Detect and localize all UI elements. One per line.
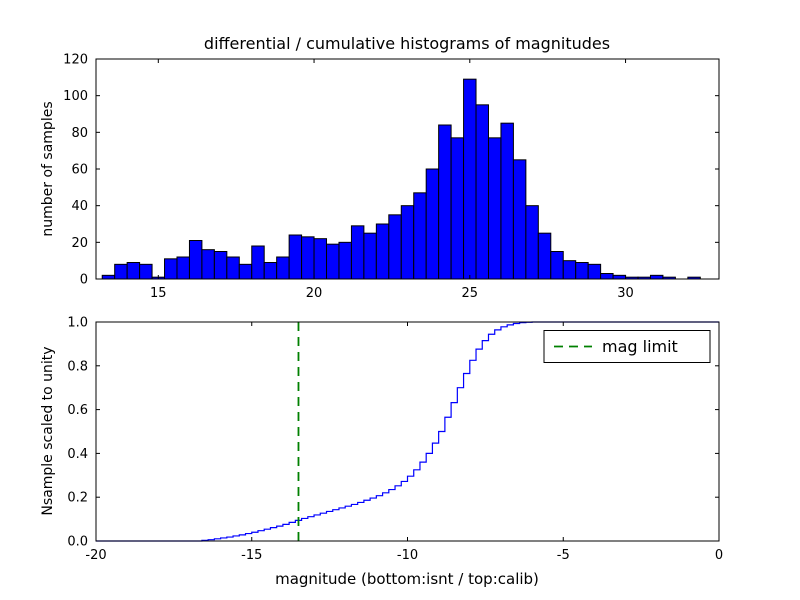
x-tick-label: -10	[397, 548, 418, 563]
histogram-bar	[139, 263, 153, 280]
y-tick-label: 0.0	[67, 535, 88, 550]
histogram-bar	[550, 251, 564, 280]
histogram-bar	[251, 245, 265, 280]
histogram-bar	[176, 256, 190, 280]
histogram-bar	[114, 263, 128, 280]
x-tick-label: 30	[617, 286, 634, 301]
histogram-bar	[438, 124, 452, 280]
y-tick-label: 60	[71, 163, 88, 178]
y-tick-label: 40	[71, 199, 88, 214]
histogram-bar	[649, 274, 664, 280]
histogram-bar	[413, 192, 427, 280]
y-tick-label: 120	[63, 53, 88, 68]
histogram-bar	[101, 274, 116, 280]
bottom-y-axis-label: Nsample scaled to unity	[40, 346, 56, 515]
histogram-bar	[313, 238, 328, 280]
overlay-layer: differential / cumulative histograms of …	[40, 34, 711, 588]
histogram-bar	[587, 263, 602, 280]
histogram-bar	[537, 232, 552, 280]
histogram-bar	[512, 159, 527, 280]
x-tick-label: -20	[85, 548, 106, 563]
y-tick-label: 20	[71, 236, 88, 251]
x-tick-label: 20	[306, 286, 323, 301]
top-y-axis-label: number of samples	[40, 101, 56, 236]
x-tick-label: 25	[462, 286, 479, 301]
x-axis-label: magnitude (bottom:isnt / top:calib)	[275, 570, 539, 588]
histogram-bar	[363, 232, 377, 280]
axes-frame	[95, 58, 720, 280]
x-tick-label: -5	[557, 548, 570, 563]
histogram-bar	[487, 137, 502, 280]
histogram-bar	[288, 234, 303, 280]
histogram-bar	[562, 260, 577, 280]
histogram-bar	[400, 205, 415, 280]
histogram-bar	[301, 236, 315, 280]
histogram-bar	[600, 273, 614, 280]
histogram-bar	[450, 137, 465, 280]
histogram-bar	[525, 205, 539, 280]
histogram-bars	[101, 78, 701, 280]
y-tick-label: 80	[71, 126, 88, 141]
histogram-bar	[475, 104, 489, 280]
histogram-bar	[375, 223, 390, 280]
histogram-bar	[612, 274, 627, 280]
histogram-bar	[238, 263, 253, 280]
histogram-bar	[213, 251, 228, 280]
histogram-bar	[164, 258, 178, 280]
x-tick-label: 15	[150, 286, 167, 301]
y-tick-label: 0.2	[67, 491, 88, 506]
histogram-bar	[388, 214, 402, 280]
y-tick-label: 0.8	[67, 359, 88, 374]
x-tick-label: -15	[241, 548, 262, 563]
legend: mag limit	[543, 330, 711, 363]
top-plot: 15 20 25 30 0 20 40 60 80 100 120	[63, 53, 720, 301]
y-tick-label: 100	[63, 89, 88, 104]
histogram-bar	[188, 240, 203, 280]
histogram-bar	[350, 225, 365, 280]
histogram-bar	[425, 168, 440, 280]
histogram-bar	[126, 262, 141, 280]
y-tick-label: 0.6	[67, 403, 88, 418]
y-tick-label: 1.0	[67, 316, 88, 331]
histogram-bar	[463, 78, 477, 280]
histogram-bar	[500, 122, 514, 280]
bottom-plot: -20 -15 -10 -5 0 0.0 0.2 0.4 0.6 0.8 1.0	[67, 316, 723, 564]
figure-title: differential / cumulative histograms of …	[204, 34, 610, 53]
histogram-bar	[326, 243, 340, 280]
axes-frame	[95, 321, 720, 542]
histogram-bar	[575, 262, 589, 280]
histogram-bar	[226, 256, 240, 280]
cumulative-line	[96, 321, 719, 542]
y-tick-label: 0	[80, 273, 88, 288]
histogram-bar	[338, 241, 352, 280]
legend-label: mag limit	[602, 337, 678, 356]
plots-layer: 15 20 25 30 0 20 40 60 80 100 120 -20 -15 -10 -5 0 0.0 0.…	[63, 53, 723, 564]
histogram-bar	[201, 249, 215, 280]
histogram-bar	[276, 256, 290, 280]
y-tick-label: 0.4	[67, 447, 88, 462]
histogram-bar	[263, 262, 278, 280]
x-tick-label: 0	[715, 548, 723, 563]
